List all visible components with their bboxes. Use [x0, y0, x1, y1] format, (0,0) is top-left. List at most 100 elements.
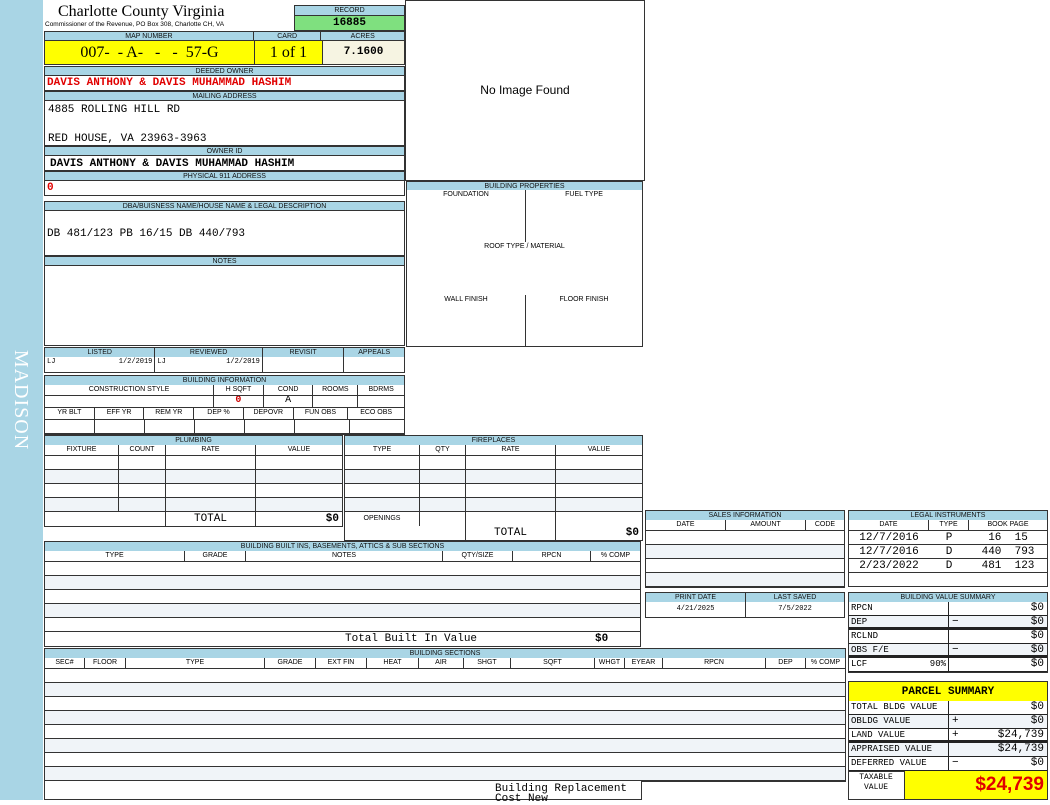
fuel-type-value [526, 200, 642, 242]
print-date: 4/21/2025 [646, 602, 746, 617]
col-book-page: BOOK PAGE [987, 521, 1029, 528]
legal-book-page: 481 123 [981, 560, 1035, 572]
col-count: COUNT [119, 445, 166, 455]
col-rpcn: RPCN [513, 551, 591, 561]
table-cell [45, 683, 845, 696]
built-ins-total-row: Total Built In Value $0 [44, 632, 641, 647]
building-info-header-1: CONSTRUCTION STYLE H SQFT COND ROOMS BDR… [44, 385, 405, 396]
dba-box: DB 481/123 PB 16/15 DB 440/793 [44, 210, 405, 256]
fireplaces-total: $0 [625, 527, 639, 539]
legal-book-page: 16 15 [988, 532, 1028, 544]
table-row [646, 531, 844, 545]
col-fixture: FIXTURE [45, 445, 119, 455]
openings-value [556, 512, 642, 526]
cond-value: A [264, 396, 314, 407]
wall-finish-label: WALL FINISH [407, 295, 526, 304]
roof-value [406, 252, 643, 296]
table-cell [45, 498, 119, 511]
fireplaces-total-label: TOTAL [466, 526, 556, 540]
value-summary: RPCN $0 DEP − $0 RCLND $0 OBS F/E − $0 LCF 90% $0 [848, 602, 1048, 673]
table-cell [345, 484, 420, 497]
built-ins-rows [44, 562, 641, 633]
openings-label: OPENINGS [345, 512, 420, 526]
col-hsqft: H SQFT [214, 385, 264, 395]
col-whgt: WHGT [595, 658, 625, 668]
summary-sign: − [952, 757, 959, 769]
summary-label-text: RCLND [851, 631, 879, 641]
table-cell [119, 498, 166, 511]
address-line-2: RED HOUSE, VA 23963-3963 [48, 133, 207, 145]
table-cell [245, 420, 295, 433]
col-eyear: EYEAR [625, 658, 663, 668]
plumbing-total-row: TOTAL $0 [44, 512, 343, 527]
table-cell [556, 484, 642, 497]
construction-style-value [45, 396, 215, 407]
legal-type: P [945, 532, 953, 544]
col-grade: GRADE [265, 658, 316, 668]
col-type: TYPE [929, 520, 969, 530]
col-yr-blt: YR BLT [45, 408, 95, 419]
summary-label: LCF 90% [849, 658, 949, 671]
rooms-value [313, 396, 359, 407]
table-row [345, 484, 642, 498]
table-cell [256, 470, 342, 483]
listed-label: LISTED [45, 348, 156, 357]
table-cell [556, 470, 642, 483]
table-cell [166, 484, 256, 497]
foundation-label: FOUNDATION [407, 190, 526, 200]
table-row [45, 604, 640, 618]
table-row [45, 618, 640, 632]
summary-row: LCF 90% $0 [849, 658, 1047, 672]
legal-date: 2/23/2022 [859, 560, 919, 572]
table-cell [145, 420, 195, 433]
table-cell [420, 470, 466, 483]
parcel-summary-title: PARCEL SUMMARY [848, 681, 1048, 702]
table-row [45, 767, 845, 781]
summary-label-text: DEFERRED VALUE [851, 758, 927, 768]
legal-header: DATE TYPE BOOK PAGE [848, 520, 1048, 531]
table-row [45, 683, 845, 697]
table-cell [166, 498, 256, 511]
summary-label-text: TOTAL BLDG VALUE [851, 702, 938, 712]
summary-sign: − [952, 644, 959, 656]
acres-label: ACRES [350, 33, 375, 40]
foundation-fuel-values [406, 200, 643, 243]
col-type: TYPE [45, 551, 185, 561]
review-values: LJ 1/2/2019 LJ 1/2/2019 [44, 357, 405, 373]
record-label: RECORD [294, 5, 405, 16]
plumbing-header: FIXTURE COUNT RATE VALUE [44, 445, 343, 456]
notes-box[interactable] [44, 265, 405, 346]
table-cell [45, 739, 845, 752]
summary-sign [949, 743, 966, 756]
summary-row: DEP − $0 [849, 616, 1047, 630]
summary-sign: + [952, 715, 959, 727]
physical-address: 0 [44, 180, 405, 196]
col-rem-yr: REM YR [144, 408, 195, 419]
summary-row: DEFERRED VALUE − $0 [849, 757, 1047, 771]
plumbing-total-label: TOTAL [166, 512, 256, 526]
sections-rows [44, 669, 846, 782]
summary-value: $0 [1030, 644, 1044, 656]
building-info-header-2: YR BLT EFF YR REM YR DEP % DEPOVR FUN OB… [44, 408, 405, 420]
table-cell [420, 498, 466, 511]
summary-label-text: OBS F/E [851, 645, 889, 655]
hsqft-value: 0 [214, 396, 264, 407]
map-number: 007- - A- - - 57-G [45, 41, 255, 64]
summary-label: LAND VALUE [849, 729, 949, 740]
fuel-type-label: FUEL TYPE [565, 191, 603, 198]
summary-label: APPRAISED VALUE [849, 743, 949, 756]
taxable-value: $24,739 [904, 771, 1047, 799]
col-eff-yr: EFF YR [95, 408, 145, 419]
table-cell [345, 498, 420, 511]
acres-value: 7.1600 [323, 41, 404, 64]
legal-book-page: 440 793 [981, 546, 1035, 558]
col-air: AIR [419, 658, 464, 668]
col-floor: FLOOR [85, 658, 126, 668]
summary-value: $24,739 [997, 743, 1044, 755]
district-label: MADISON [10, 349, 32, 451]
table-cell [420, 484, 466, 497]
wall-floor-values [406, 304, 643, 347]
table-row [45, 498, 342, 512]
listed-by: LJ [47, 358, 56, 366]
col-type: TYPE [345, 445, 420, 455]
